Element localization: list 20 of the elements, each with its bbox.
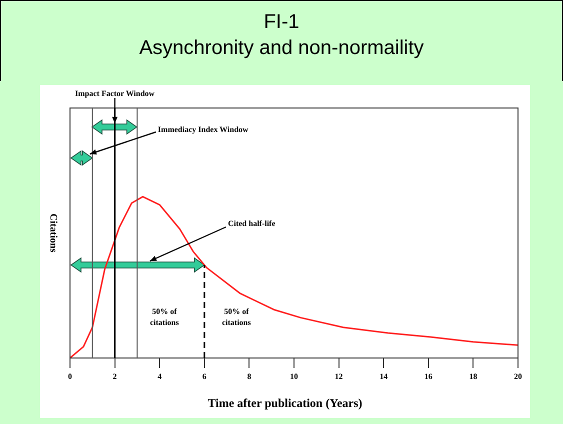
x-axis-title: Time after publication (Years) (206, 396, 364, 411)
annotation: Immediacy Index Window (158, 125, 249, 134)
annotation: 50% of citations (222, 307, 251, 328)
x-tick-label: 20 (514, 372, 522, 381)
x-tick-label: 4 (158, 372, 162, 381)
x-tick-label: 0 (68, 372, 72, 381)
x-tick-label: 12 (334, 372, 343, 381)
x-tick-label: 8 (247, 372, 252, 381)
x-tick-label: 14 (380, 372, 388, 381)
chart-subtitle: Asynchronity and non-normaility (138, 36, 425, 61)
annotation: 50% of citations (150, 307, 179, 328)
y-axis-title: Citations (48, 214, 58, 252)
x-tick-label: 16 (424, 372, 432, 381)
x-tick-label: 10 (290, 372, 298, 381)
chart-title: FI-1 (262, 10, 300, 35)
x-tick-label: 6 (202, 372, 206, 381)
x-tick-label: 18 (469, 372, 478, 381)
x-tick-label: 2 (112, 372, 117, 381)
annotation: Impact Factor Window (75, 89, 155, 98)
annotation: Cited half-life (228, 219, 276, 228)
